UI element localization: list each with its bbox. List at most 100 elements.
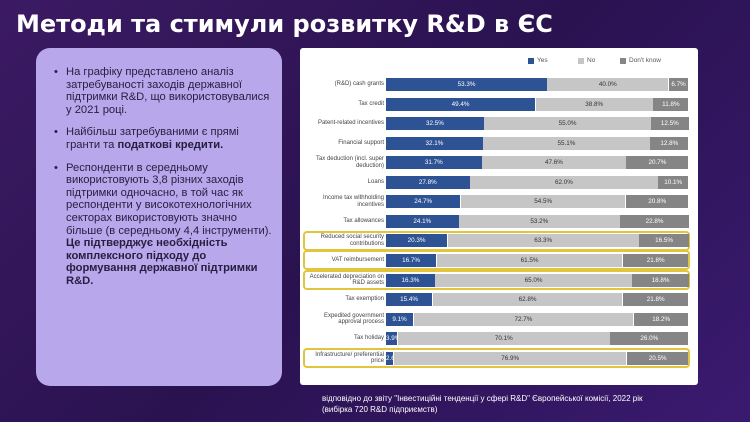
bar-value-label: 61.5% bbox=[520, 256, 539, 264]
bar-value-label: 62.8% bbox=[518, 296, 537, 304]
category-label: Financial support bbox=[338, 139, 384, 146]
bar-segment-dk: 20.8% bbox=[625, 195, 689, 209]
legend-item-no: No bbox=[578, 57, 595, 64]
category-label: Patent-related incentives bbox=[317, 120, 384, 127]
summary-point-2-bold: податкові кредити. bbox=[117, 138, 224, 151]
bar-segment-no: 61.5% bbox=[436, 253, 623, 267]
bar-value-label: 18.2% bbox=[652, 315, 671, 323]
bar-segment-dk: 6.7% bbox=[668, 78, 689, 91]
bar-value-label: 20.3% bbox=[407, 237, 426, 245]
source-note-line-2: (вибірка 720 R&D підприємств) bbox=[322, 405, 438, 414]
category-label: Tax exemption bbox=[345, 296, 384, 303]
chart-row: Tax exemption 15.4% 62.8% 21.8% bbox=[300, 293, 698, 307]
bullet-icon: • bbox=[54, 126, 58, 139]
bar-segment-yes: 24.1% bbox=[386, 214, 459, 228]
summary-point-2: • Найбільш затребуваними є прямі гранти … bbox=[54, 126, 272, 151]
bar-segment-yes: 24.7% bbox=[386, 195, 461, 209]
bar-segment-yes: 32.1% bbox=[386, 136, 483, 150]
bar-value-label: 9.1% bbox=[392, 315, 407, 323]
category-label: Tax holiday bbox=[353, 335, 384, 342]
source-note-line-1: відповідно до звіту "Інвестиційні тенден… bbox=[322, 394, 643, 403]
bar-segment-dk: 26.0% bbox=[610, 332, 689, 346]
category-label: Tax allowances bbox=[343, 217, 384, 224]
bar-segment-yes: 3.9% bbox=[386, 332, 398, 346]
bar-value-label: 26.0% bbox=[640, 335, 659, 343]
bar-value-label: 38.8% bbox=[585, 100, 604, 108]
chart-row: Financial support 32.1% 55.1% 12.8% bbox=[300, 136, 698, 150]
bar-value-label: 65.0% bbox=[524, 276, 543, 284]
bar-value-label: 12.5% bbox=[660, 120, 679, 128]
bar-segment-dk: 12.8% bbox=[650, 136, 689, 150]
bar-value-label: 76.9% bbox=[501, 354, 520, 362]
bar-value-label: 10.1% bbox=[664, 178, 683, 186]
bar-value-label: 2.6% bbox=[386, 354, 394, 362]
bar-segment-no: 62.8% bbox=[432, 293, 623, 307]
bar-value-label: 24.1% bbox=[413, 217, 432, 225]
bullet-icon: • bbox=[54, 161, 58, 174]
bar-segment-yes: 27.8% bbox=[386, 175, 470, 189]
bar-segment-dk: 16.5% bbox=[639, 234, 689, 248]
bar-value-label: 16.3% bbox=[401, 276, 420, 284]
bar-value-label: 49.4% bbox=[451, 100, 470, 108]
bar-segment-no: 72.7% bbox=[413, 312, 634, 326]
bar-segment-no: 55.1% bbox=[483, 136, 650, 150]
bar-segment-no: 54.5% bbox=[460, 195, 626, 209]
chart-row: Patent-related incentives 32.5% 55.0% 12.5% bbox=[300, 117, 698, 131]
bar-value-label: 12.8% bbox=[660, 139, 679, 147]
bar-value-label: 70.1% bbox=[494, 335, 513, 343]
bar-segment-dk: 12.5% bbox=[651, 117, 689, 131]
highlight-box bbox=[303, 348, 690, 369]
legend-swatch-no bbox=[578, 57, 584, 64]
bar-segment-dk: 20.5% bbox=[626, 351, 689, 365]
category-label: Loans bbox=[367, 178, 384, 185]
bar-value-label: 40.0% bbox=[598, 81, 617, 88]
bar-value-label: 32.5% bbox=[426, 120, 444, 128]
bar-segment-no: 65.0% bbox=[435, 273, 632, 287]
bar-segment-yes: 9.1% bbox=[386, 312, 414, 326]
summary-card: • На графіку представлено аналіз затребу… bbox=[36, 48, 282, 386]
summary-point-3-bold: Це підтверджує необхідність комплексного… bbox=[66, 237, 258, 287]
bar-value-label: 72.7% bbox=[514, 315, 533, 323]
bar-segment-no: 47.6% bbox=[482, 156, 626, 170]
bar-segment-dk: 20.7% bbox=[626, 156, 689, 170]
bar-value-label: 24.7% bbox=[414, 198, 433, 206]
legend-item-yes: Yes bbox=[528, 57, 548, 64]
bar-segment-yes: 32.5% bbox=[386, 117, 484, 131]
summary-point-3: • Респонденти в середньому використовуют… bbox=[54, 162, 272, 288]
bar-value-label: 16.7% bbox=[402, 256, 420, 264]
bar-segment-dk: 21.8% bbox=[622, 253, 689, 267]
highlight-box bbox=[303, 230, 690, 251]
summary-point-1-text: На графіку представлено аналіз затребува… bbox=[66, 66, 270, 116]
legend-swatch-yes bbox=[528, 57, 534, 64]
bar-value-label: 63.3% bbox=[534, 237, 553, 245]
chart-row: Accelerated depreciation on R&D assets 16… bbox=[300, 273, 698, 287]
bar-value-label: 47.6% bbox=[544, 159, 563, 167]
highlight-box bbox=[303, 250, 690, 271]
bar-value-label: 6.7% bbox=[671, 81, 686, 88]
bar-value-label: 20.8% bbox=[648, 198, 667, 206]
bar-segment-no: 76.9% bbox=[393, 351, 627, 365]
summary-point-2-text: Найбільш затребуваними є прямі гранти та bbox=[66, 126, 239, 151]
category-label: Reduced social security contributions bbox=[320, 234, 384, 247]
bar-value-label: 18.8% bbox=[651, 276, 670, 284]
category-label: Infrastructure/ preferential price bbox=[315, 351, 384, 365]
bar-segment-dk: 10.1% bbox=[658, 175, 689, 189]
bar-segment-dk: 21.8% bbox=[622, 293, 689, 307]
bar-value-label: 54.5% bbox=[534, 198, 553, 206]
bar-value-label: 22.8% bbox=[645, 217, 664, 225]
chart-row: (R&D) cash grants 53.3% 40.0% 6.7% bbox=[300, 78, 698, 91]
chart-row: Tax deduction (incl. super deduction) 31.… bbox=[300, 156, 698, 170]
legend-swatch-dontknow bbox=[620, 57, 626, 64]
bar-segment-no: 62.0% bbox=[470, 175, 658, 189]
chart-legend: Yes No Don't know bbox=[300, 57, 698, 69]
category-label: (R&D) cash grants bbox=[334, 81, 384, 87]
bar-value-label: 16.5% bbox=[655, 237, 673, 245]
bar-segment-yes: 2.6% bbox=[386, 351, 394, 365]
bar-segment-dk: 11.8% bbox=[653, 97, 689, 111]
bar-segment-yes: 31.7% bbox=[386, 156, 482, 170]
legend-label-yes: Yes bbox=[537, 57, 548, 64]
chart-row: Reduced social security contributions 20.… bbox=[300, 234, 698, 248]
bar-value-label: 21.8% bbox=[646, 296, 665, 304]
